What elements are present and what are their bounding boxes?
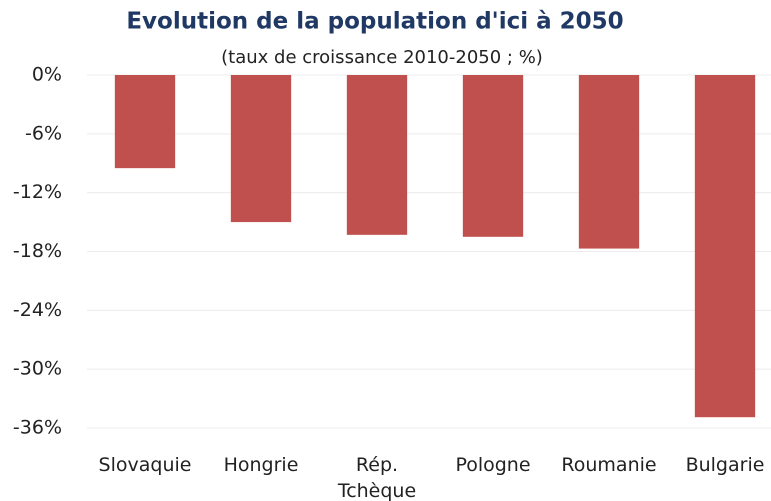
bar xyxy=(694,75,756,418)
x-tick-label: Slovaquie xyxy=(98,454,192,476)
x-tick-label: Rép. Tchèque xyxy=(337,454,417,501)
x-tick-label: Hongrie xyxy=(223,454,299,476)
bar xyxy=(346,75,408,235)
chart-title: Evolution de la population d'ici à 2050 xyxy=(126,9,623,35)
chart-subtitle: (taux de croissance 2010-2050 ; %) xyxy=(221,47,543,68)
y-tick-label: -6% xyxy=(25,122,62,144)
bar xyxy=(578,75,640,249)
y-tick-label: -30% xyxy=(13,358,62,380)
y-tick-label: -24% xyxy=(13,299,62,321)
bar xyxy=(114,75,176,169)
x-tick-label: Pologne xyxy=(455,454,531,476)
y-tick-label: -12% xyxy=(13,181,62,203)
y-tick-label: -18% xyxy=(13,240,62,262)
bar xyxy=(230,75,292,223)
y-tick-label: -36% xyxy=(13,417,62,439)
y-tick-label: 0% xyxy=(32,64,62,86)
x-tick-label: Roumanie xyxy=(561,454,657,476)
x-tick-label: Bulgarie xyxy=(685,454,765,476)
bar xyxy=(462,75,524,237)
